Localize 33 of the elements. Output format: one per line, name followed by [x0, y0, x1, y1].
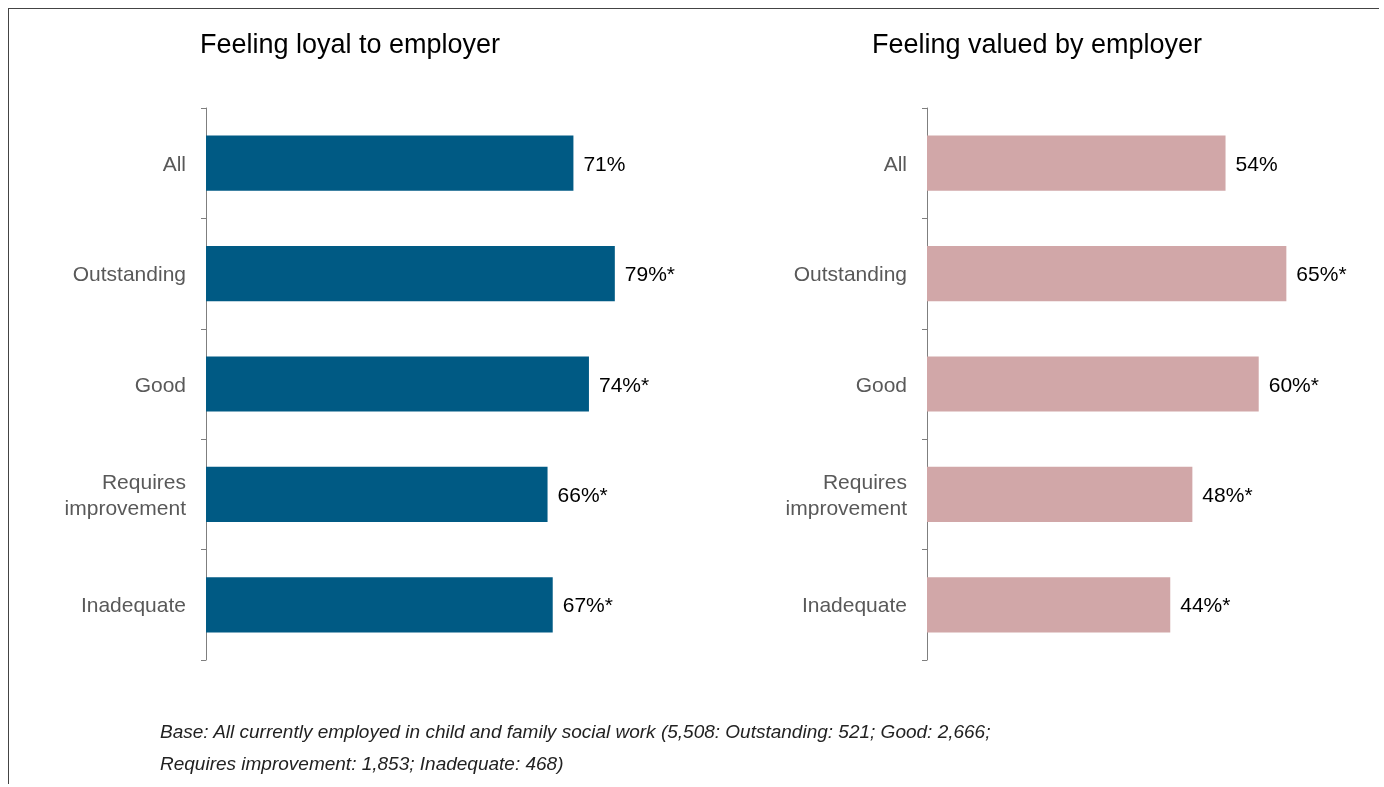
y-tick-label: Requires improvement — [64, 469, 187, 519]
data-label: 67%* — [562, 593, 613, 617]
y-tick-label: Outstanding — [793, 262, 907, 286]
bar — [206, 356, 589, 412]
y-tick-label: Good — [855, 372, 907, 396]
chart-title: Feeling loyal to employer — [199, 28, 501, 59]
bar — [206, 246, 615, 302]
chart-title: Feeling valued by employer — [871, 28, 1203, 59]
y-tick-label: Outstanding — [72, 262, 186, 286]
bar — [206, 466, 548, 522]
data-label: 65%* — [1296, 262, 1347, 286]
y-tick-label: All — [162, 151, 186, 175]
data-label: 48%* — [1202, 482, 1253, 506]
y-tick-label: Requires improvement — [785, 469, 908, 519]
bar — [206, 577, 553, 633]
y-tick-label: Good — [134, 372, 186, 396]
bar — [927, 356, 1259, 412]
y-tick-label: Inadequate — [80, 593, 186, 617]
bar — [206, 135, 574, 191]
data-label: 71% — [583, 151, 626, 175]
y-tick-label: All — [883, 151, 907, 175]
data-label: 44%* — [1180, 593, 1231, 617]
data-label: 79%* — [624, 262, 676, 286]
data-label: 60%* — [1268, 372, 1319, 396]
data-label: 74%* — [598, 372, 650, 396]
data-label: 66%* — [557, 482, 608, 506]
bar — [927, 577, 1171, 633]
bar — [927, 466, 1193, 522]
bar — [927, 246, 1287, 302]
bar — [927, 135, 1226, 191]
data-label: 54% — [1235, 151, 1278, 175]
y-tick-label: Inadequate — [801, 593, 907, 617]
text: Base: All currently employed in child and family social work (5,508: Outstanding: 521; Good: 2,666; Requires improvement: 1,853; Inadequate: 468) — [160, 720, 991, 776]
